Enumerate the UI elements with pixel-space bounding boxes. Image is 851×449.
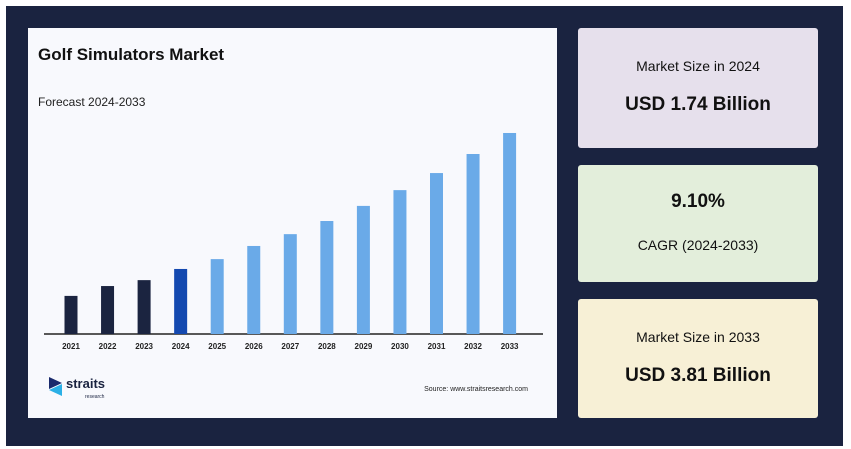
bar [210, 259, 224, 334]
x-tick-label: 2031 [428, 342, 446, 351]
x-tick-label: 2023 [135, 342, 153, 351]
x-tick-label: 2033 [501, 342, 519, 351]
bar [430, 173, 443, 334]
card-label: Market Size in 2024 [636, 58, 760, 74]
bar [283, 234, 297, 334]
stat-card: 9.10% CAGR (2024-2033) [578, 165, 818, 282]
card-value: USD 1.74 Billion [625, 94, 771, 115]
bar [356, 205, 370, 334]
logo-icon [49, 377, 62, 389]
card-value: 9.10% [671, 191, 725, 212]
chart-subtitle: Forecast 2024-2033 [38, 95, 146, 109]
bar [503, 132, 517, 334]
chart-title: Golf Simulators Market [38, 45, 224, 64]
stat-card: Market Size in 2024 USD 1.74 Billion [578, 28, 818, 148]
card-value: USD 3.81 Billion [625, 365, 771, 386]
bar [466, 154, 480, 334]
stat-card: Market Size in 2033 USD 3.81 Billion [578, 299, 818, 418]
card-label: Market Size in 2033 [636, 329, 760, 345]
card-label: CAGR (2024-2033) [637, 237, 759, 253]
x-tick-label: 2030 [391, 342, 409, 351]
x-tick-label: 2029 [355, 342, 373, 351]
bar [247, 245, 261, 334]
x-tick-label: 2028 [318, 342, 336, 351]
bar [101, 286, 115, 334]
logo-icon [49, 384, 62, 396]
bar [137, 280, 151, 334]
bar [174, 268, 188, 334]
bar [393, 190, 407, 334]
logo-tagline: research [85, 394, 105, 400]
x-tick-label: 2021 [62, 342, 80, 351]
x-tick-label: 2026 [245, 342, 263, 351]
source: Source: www.straitsresearch.com [424, 386, 528, 393]
x-tick-label: 2024 [172, 342, 190, 351]
x-tick-label: 2032 [464, 342, 482, 351]
x-tick-label: 2022 [99, 342, 117, 351]
bar [320, 221, 334, 334]
logo-name: straits [66, 376, 105, 391]
x-tick-label: 2027 [281, 342, 299, 351]
x-tick-label: 2025 [208, 342, 226, 351]
bar [64, 295, 78, 334]
